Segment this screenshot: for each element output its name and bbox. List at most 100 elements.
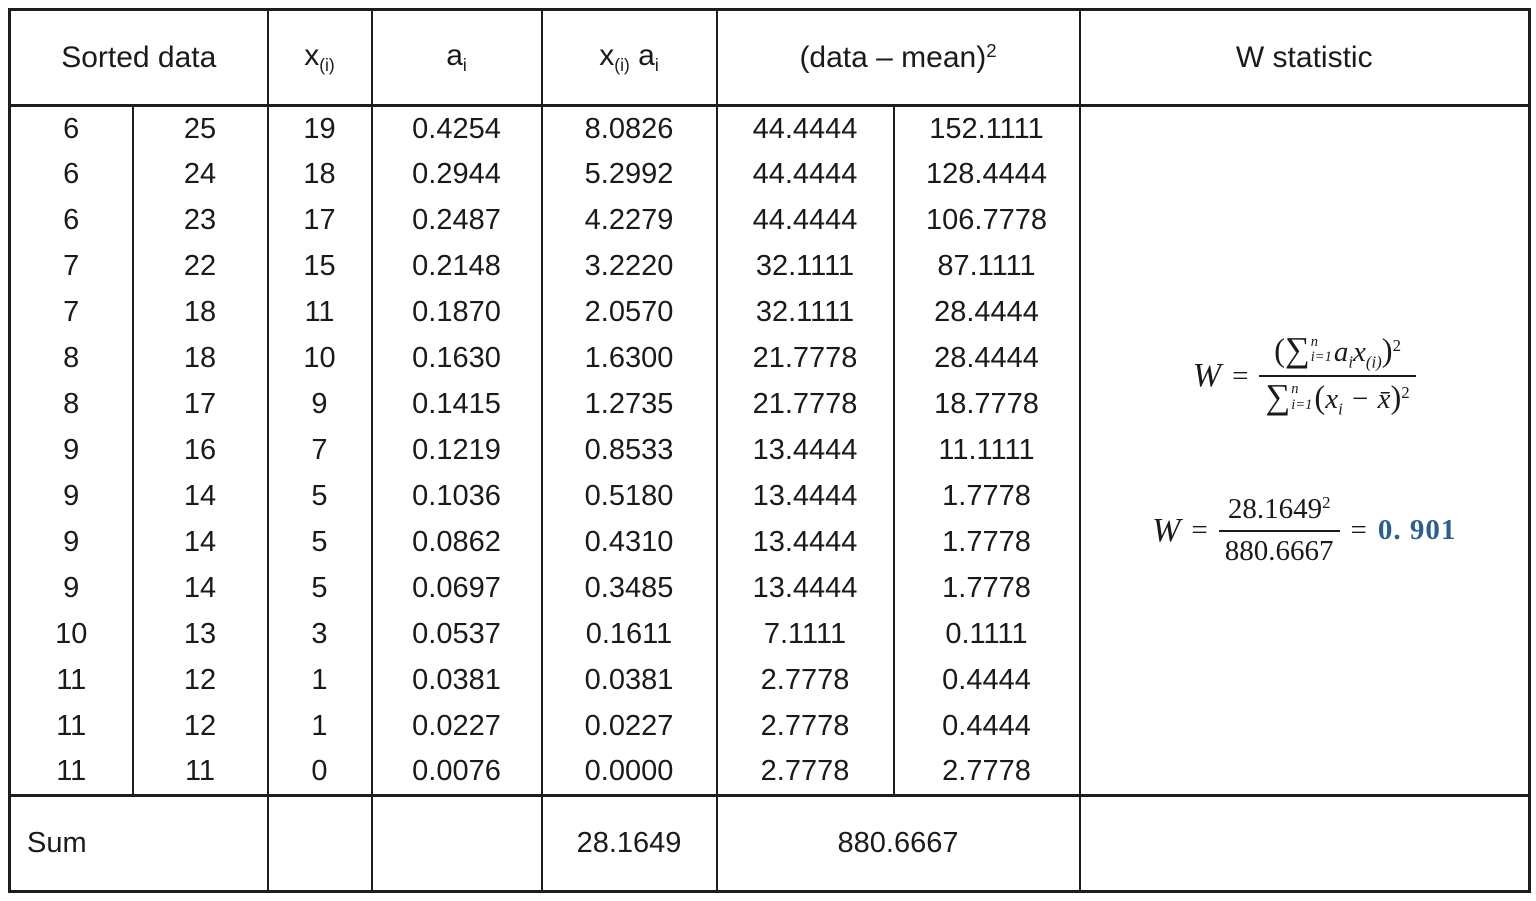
data-cell: 32.1111 bbox=[715, 289, 895, 336]
table-row: 10 13 3 0.0537 0.1611 7.1111 0.1111 bbox=[8, 611, 1530, 658]
data-cell: 9 bbox=[266, 381, 373, 428]
data-cell: 2.7778 bbox=[715, 657, 895, 704]
data-cell: 13.4444 bbox=[715, 565, 895, 612]
data-cell: 0.5180 bbox=[540, 473, 718, 520]
header-a-subscript: i bbox=[462, 55, 467, 76]
w-variable: W bbox=[1152, 511, 1181, 549]
equals-sign: = bbox=[1191, 514, 1208, 547]
data-cell: 1.6300 bbox=[540, 335, 718, 382]
shapiro-wilk-table: Sorted data x(i) ai x(i) ai (data – mean)… bbox=[8, 8, 1531, 893]
data-cell: 2.7778 bbox=[715, 703, 895, 750]
data-cell: 1.7778 bbox=[892, 473, 1081, 520]
fraction-numerator: 28.16492 bbox=[1222, 492, 1337, 529]
data-cell: 9 bbox=[8, 565, 134, 612]
data-cell: 128.4444 bbox=[892, 151, 1081, 198]
data-cell: 21.7778 bbox=[715, 335, 895, 382]
data-cell: 11 bbox=[266, 289, 373, 336]
sigma-limits: n i=1 bbox=[1310, 333, 1332, 367]
header-x-subscript: (i) bbox=[614, 55, 630, 76]
data-cell: 21.7778 bbox=[715, 381, 895, 428]
data-cell: 24 bbox=[131, 151, 269, 198]
data-cell: 17 bbox=[131, 381, 269, 428]
data-cell: 0.1630 bbox=[370, 335, 543, 382]
data-cell: 15 bbox=[266, 243, 373, 290]
header-squared-deviation-exponent: 2 bbox=[986, 39, 997, 61]
denominator-value: 880.6667 bbox=[1224, 534, 1334, 567]
header-x-base: x bbox=[599, 38, 615, 72]
sum-empty-cell bbox=[266, 794, 373, 892]
table-row: 6 24 18 0.2944 5.2992 44.4444 128.4444 bbox=[8, 151, 1530, 198]
fraction-denominator: ∑ n i=1 (xi − x̄)2 bbox=[1259, 377, 1415, 420]
exponent: 2 bbox=[1322, 493, 1331, 513]
data-cell: 0.1870 bbox=[370, 289, 543, 336]
data-cell: 14 bbox=[131, 473, 269, 520]
data-cell: 0.0697 bbox=[370, 565, 543, 612]
data-cell: 13.4444 bbox=[715, 519, 895, 566]
equals-sign: = bbox=[1232, 359, 1249, 392]
data-cell: 9 bbox=[8, 427, 134, 474]
data-cell: 13.4444 bbox=[715, 473, 895, 520]
data-cell: 14 bbox=[131, 565, 269, 612]
data-cell: 6 bbox=[8, 105, 134, 152]
data-cell: 7 bbox=[8, 289, 134, 336]
header-sorted-data: Sorted data bbox=[8, 9, 269, 107]
w-statistic-cell: W = (∑ n i=1 aix(i))2 ∑ n i=1 (xi − x̄)2 bbox=[1078, 105, 1531, 796]
table-row: 11 12 1 0.0381 0.0381 2.7778 0.4444 bbox=[8, 657, 1530, 704]
sigma-lower-limit: i=1 bbox=[1310, 349, 1332, 366]
sum-empty-cell bbox=[370, 794, 543, 892]
data-cell: 7.1111 bbox=[715, 611, 895, 658]
sigma-upper-limit: n bbox=[1310, 333, 1319, 350]
data-cell: 0.4254 bbox=[370, 105, 543, 152]
table-row: 7 22 15 0.2148 3.2220 32.1111 87.1111 bbox=[8, 243, 1530, 290]
minus-sign: − bbox=[1351, 383, 1369, 416]
fraction: 28.16492 880.6667 bbox=[1218, 492, 1340, 569]
data-cell: 0.1219 bbox=[370, 427, 543, 474]
header-a-base: a bbox=[446, 38, 463, 72]
a-variable: a bbox=[1333, 336, 1349, 369]
sigma-symbol: ∑ bbox=[1284, 330, 1310, 370]
x-variable: x bbox=[1325, 383, 1339, 416]
data-cell: 18 bbox=[131, 335, 269, 382]
open-paren: ( bbox=[1314, 380, 1326, 417]
sum-empty-w-cell bbox=[1078, 794, 1531, 892]
data-cell: 11 bbox=[8, 703, 134, 750]
data-cell: 0.0381 bbox=[540, 657, 718, 704]
data-cell: 0.2148 bbox=[370, 243, 543, 290]
data-cell: 8.0826 bbox=[540, 105, 718, 152]
fraction-numerator: (∑ n i=1 aix(i))2 bbox=[1268, 332, 1407, 375]
data-cell: 28.4444 bbox=[892, 289, 1081, 336]
table-row: 6 23 17 0.2487 4.2279 44.4444 106.7778 bbox=[8, 197, 1530, 244]
data-cell: 0.1611 bbox=[540, 611, 718, 658]
w-formula-calculation: W = 28.16492 880.6667 = 0. 901 bbox=[1152, 492, 1456, 569]
table-row: 11 11 0 0.0076 0.0000 2.7778 2.7778 bbox=[8, 749, 1530, 796]
table-row: 6 25 19 0.4254 8.0826 44.4444 152.1111 W… bbox=[8, 105, 1531, 796]
sigma-limits: n i=1 bbox=[1291, 381, 1313, 414]
data-cell: 0.0537 bbox=[370, 611, 543, 658]
data-cell: 23 bbox=[131, 197, 269, 244]
data-cell: 1 bbox=[266, 657, 373, 704]
table-row: 9 14 5 0.1036 0.5180 13.4444 1.7778 bbox=[8, 473, 1530, 520]
data-cell: 0.1415 bbox=[370, 381, 543, 428]
w-formula-definition: W = (∑ n i=1 aix(i))2 ∑ n i=1 (xi − x̄)2 bbox=[1193, 332, 1416, 420]
data-cell: 2.0570 bbox=[540, 289, 718, 336]
data-cell: 2.7778 bbox=[715, 749, 895, 796]
summation: ∑ n i=1 bbox=[1284, 330, 1332, 370]
x-subscript: i bbox=[1338, 399, 1343, 419]
header-squared-deviation-base: (data – mean) bbox=[799, 41, 987, 75]
equals-sign: = bbox=[1350, 514, 1367, 547]
w-formulas-container: W = (∑ n i=1 aix(i))2 ∑ n i=1 (xi − x̄)2 bbox=[1081, 107, 1529, 794]
data-cell: 0.0227 bbox=[370, 703, 543, 750]
data-cell: 44.4444 bbox=[715, 105, 895, 152]
header-a-coefficient: ai bbox=[370, 9, 543, 107]
sigma-lower-limit: i=1 bbox=[1291, 396, 1313, 413]
data-cell: 0.0076 bbox=[370, 749, 543, 796]
data-cell: 19 bbox=[266, 105, 373, 152]
sigma-symbol: ∑ bbox=[1265, 377, 1291, 417]
table-row: 11 12 1 0.0227 0.0227 2.7778 0.4444 bbox=[8, 703, 1530, 750]
close-paren: ) bbox=[1390, 380, 1402, 417]
data-cell: 7 bbox=[8, 243, 134, 290]
table-row: 9 16 7 0.1219 0.8533 13.4444 11.1111 bbox=[8, 427, 1530, 474]
w-result-value: 0. 901 bbox=[1377, 514, 1457, 547]
sum-label: Sum bbox=[8, 794, 269, 892]
w-variable: W bbox=[1192, 357, 1222, 395]
